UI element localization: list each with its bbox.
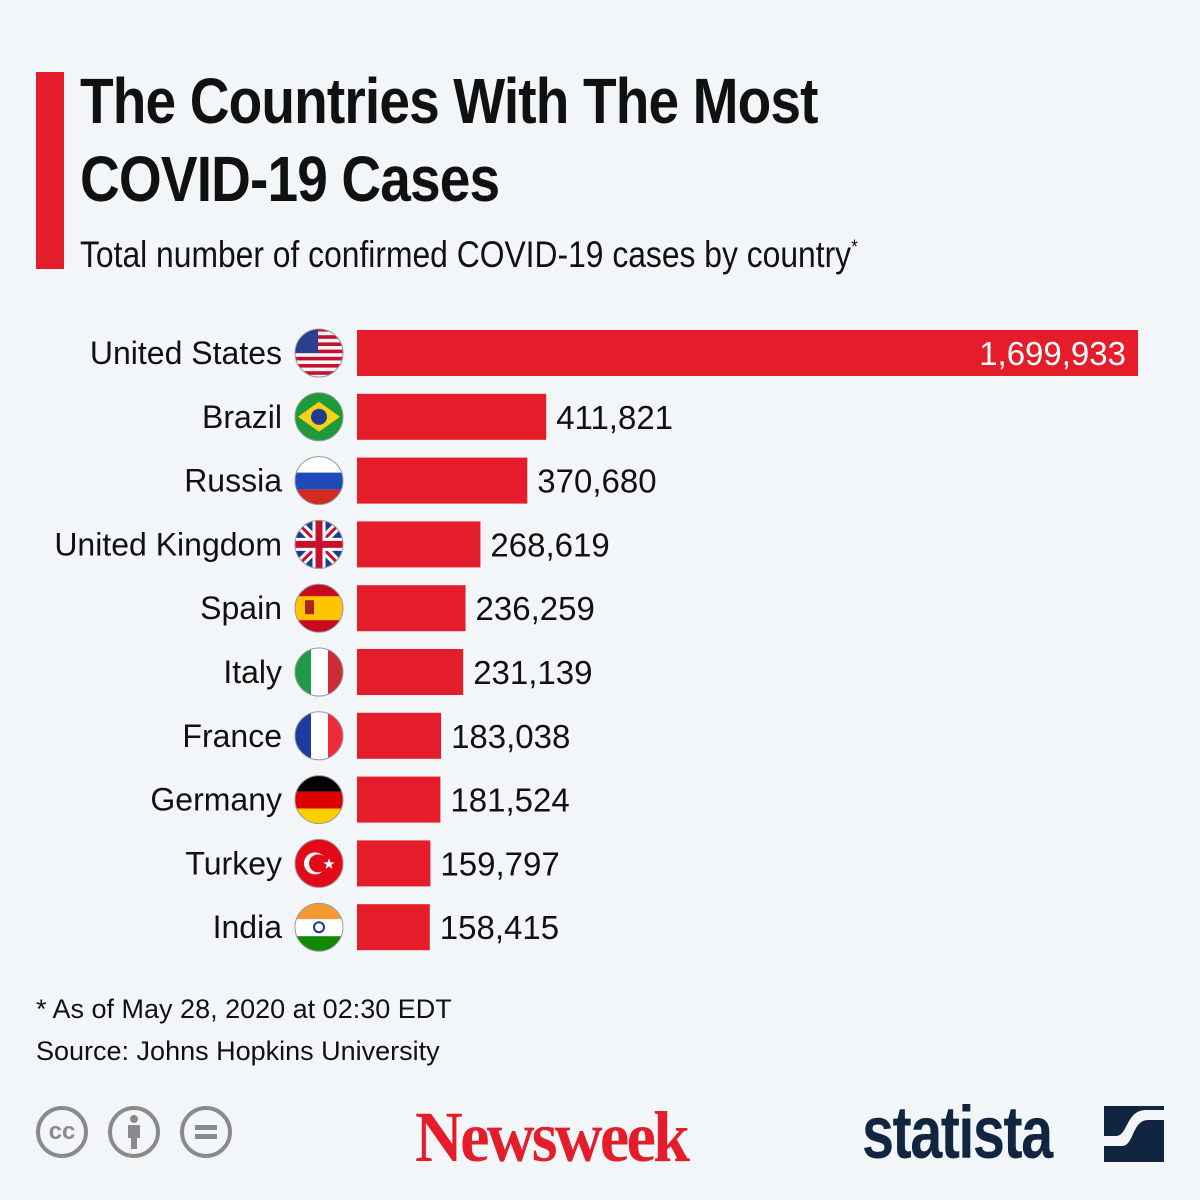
data-label: 183,038 [451,718,570,755]
germany-flag-icon [295,775,343,824]
chart-title: The Countries With The Most COVID-19 Cas… [80,65,818,215]
cc-text: cc [48,1118,76,1145]
chart-subtitle: Total number of confirmed COVID-19 cases… [80,234,858,276]
category-label: United States [90,335,282,371]
subtitle-text: Total number of confirmed COVID-19 cases… [80,234,852,275]
russia-flag-icon [295,456,343,505]
statista-logo-icon [1104,1106,1164,1162]
flag-outline [294,647,344,697]
category-label: India [213,909,283,945]
bar [357,393,547,440]
category-label: Spain [200,590,282,626]
france-flag-icon [295,711,343,760]
italy-flag-icon [295,648,343,696]
bar [357,840,431,887]
data-label: 181,524 [450,782,569,819]
bar [357,712,442,759]
category-label: United Kingdom [54,526,282,562]
flag-outline [294,838,344,888]
bar-chart: United States 1,699,933 Brazil 411,821 Russi… [54,328,1138,952]
statista-logo: statista [862,1091,1053,1174]
category-label: Turkey [185,845,282,881]
category-label: Germany [150,782,282,818]
category-label: Brazil [202,399,282,435]
turkey-flag-icon [295,839,343,888]
bar [357,457,528,504]
bar [357,330,1138,376]
bar [357,585,466,632]
flag-outline [294,775,344,825]
data-label: 1,699,933 [979,335,1126,372]
flag-outline [294,583,344,633]
source: Source: Johns Hopkins University [36,1036,440,1066]
data-label: 268,619 [490,526,609,563]
flag-outline [294,392,344,442]
data-label: 236,259 [476,590,595,627]
brazil-flag-icon [295,392,343,441]
data-label: 231,139 [473,654,592,691]
subtitle-footnote-marker: * [851,236,858,259]
title-accent-bar [36,72,64,269]
flag-outline [294,902,344,952]
data-label: 158,415 [440,909,559,946]
category-label: France [182,718,282,754]
data-label: 159,797 [440,845,559,882]
uk-flag-icon [295,520,343,569]
bar [357,904,430,951]
spain-flag-icon [295,584,343,633]
data-label: 411,821 [556,399,673,436]
attribution-icon [108,1106,160,1158]
bar [357,776,441,823]
flag-outline [294,711,344,761]
flag-outline [294,456,344,506]
footnote: * As of May 28, 2020 at 02:30 EDT [36,994,452,1024]
no-derivatives-icon [180,1106,232,1158]
flag-outline [294,519,344,569]
data-label: 370,680 [537,463,656,500]
category-label: Italy [223,654,282,690]
cc-icon: cc [36,1106,88,1158]
flag-outline [294,328,344,378]
india-flag-icon [295,903,343,952]
newsweek-logo: Newsweek [415,1097,690,1177]
category-label: Russia [184,463,282,499]
us-flag-icon [295,329,343,375]
bar [357,649,464,695]
bar [357,521,481,568]
